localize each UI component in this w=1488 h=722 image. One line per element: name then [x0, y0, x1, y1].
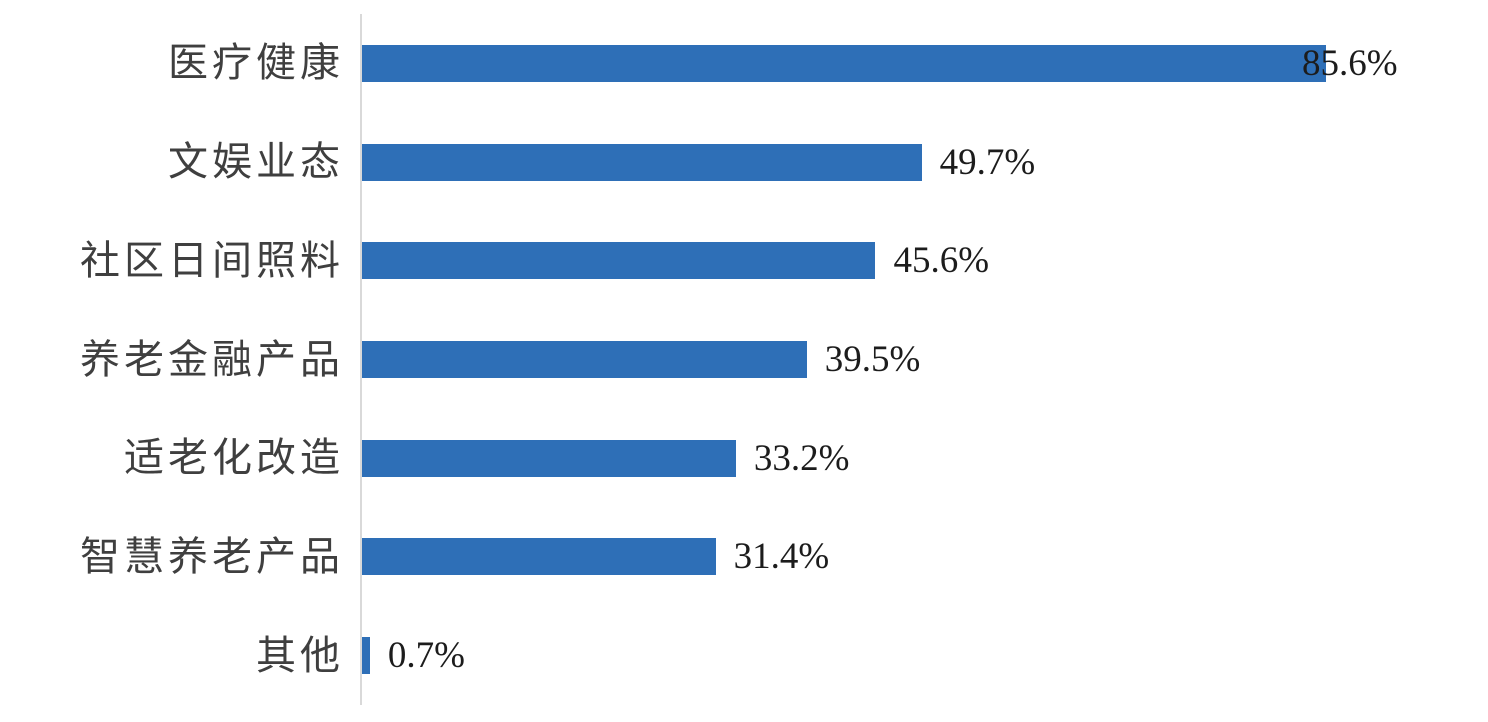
value-label: 85.6%	[1302, 42, 1398, 84]
value-label: 31.4%	[733, 536, 830, 578]
plot-area: 0.7%	[360, 606, 1488, 706]
plot-area: 39.5%	[360, 310, 1488, 409]
value-label: 33.2%	[753, 437, 850, 479]
bar	[362, 242, 876, 280]
chart-row: 智慧养老产品 31.4%	[0, 507, 1488, 607]
bar	[362, 44, 1326, 82]
plot-area: 45.6%	[360, 211, 1488, 311]
value-label: 45.6%	[893, 240, 990, 282]
plot-area: 49.7%	[360, 112, 1488, 212]
plot-area: 33.2%	[360, 408, 1488, 508]
category-label: 智慧养老产品	[80, 533, 344, 579]
category-label: 其他	[256, 632, 344, 678]
plot-area: 31.4%	[360, 507, 1488, 607]
bar	[362, 143, 922, 181]
category-label: 医疗健康	[168, 40, 344, 86]
value-label: 0.7%	[387, 635, 465, 677]
chart-row: 医疗健康 85.6%	[0, 14, 1488, 113]
category-label: 养老金融产品	[80, 336, 344, 382]
bar-chart: 医疗健康 85.6% 文娱业态 49.7% 社区日间照料 45.6% 养老金融产品 39.5%…	[0, 14, 1488, 706]
category-label: 适老化改造	[124, 435, 344, 481]
bar	[362, 538, 716, 576]
chart-row: 养老金融产品 39.5%	[0, 310, 1488, 409]
bar	[362, 637, 370, 675]
chart-row: 其他 0.7%	[0, 606, 1488, 706]
chart-row: 文娱业态 49.7%	[0, 112, 1488, 212]
plot-area: 85.6%	[360, 14, 1488, 113]
chart-row: 社区日间照料 45.6%	[0, 211, 1488, 311]
value-label: 39.5%	[824, 339, 921, 381]
bar	[362, 439, 736, 477]
value-label: 49.7%	[939, 141, 1036, 183]
bar	[362, 341, 807, 379]
category-label: 文娱业态	[168, 139, 344, 185]
category-label: 社区日间照料	[80, 237, 344, 283]
chart-row: 适老化改造 33.2%	[0, 408, 1488, 508]
